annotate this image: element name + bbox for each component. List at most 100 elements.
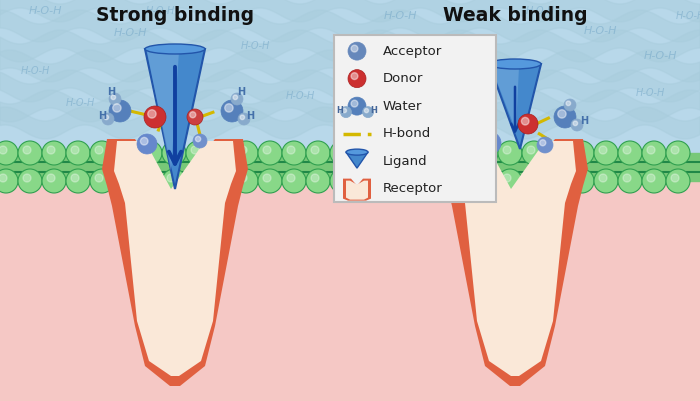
Circle shape: [144, 106, 166, 128]
Circle shape: [623, 146, 631, 154]
Circle shape: [95, 146, 103, 154]
Circle shape: [571, 119, 583, 131]
Circle shape: [186, 141, 210, 165]
Circle shape: [137, 134, 157, 154]
Circle shape: [111, 95, 116, 99]
Circle shape: [456, 105, 461, 109]
Polygon shape: [114, 141, 236, 376]
Circle shape: [306, 169, 330, 193]
Text: H-O-H: H-O-H: [335, 56, 365, 66]
Ellipse shape: [346, 149, 368, 155]
Circle shape: [0, 174, 7, 182]
Circle shape: [66, 141, 90, 165]
Circle shape: [402, 141, 426, 165]
Circle shape: [527, 146, 535, 154]
Circle shape: [240, 115, 244, 119]
Circle shape: [239, 146, 247, 154]
Circle shape: [263, 146, 271, 154]
Circle shape: [378, 141, 402, 165]
Bar: [0, 174, 700, 401]
Circle shape: [522, 141, 546, 165]
Circle shape: [263, 174, 271, 182]
Circle shape: [642, 169, 666, 193]
Circle shape: [426, 141, 450, 165]
Circle shape: [234, 169, 258, 193]
Circle shape: [594, 141, 618, 165]
Circle shape: [210, 141, 234, 165]
Circle shape: [233, 95, 237, 99]
Circle shape: [0, 169, 18, 193]
Circle shape: [109, 100, 131, 122]
Text: H: H: [237, 87, 245, 97]
Polygon shape: [147, 51, 179, 171]
Circle shape: [71, 146, 79, 154]
Circle shape: [225, 104, 233, 112]
Circle shape: [23, 146, 31, 154]
Text: H-O-H: H-O-H: [676, 11, 700, 21]
Circle shape: [221, 100, 243, 122]
Circle shape: [359, 174, 367, 182]
Text: H-O-H: H-O-H: [525, 6, 554, 16]
Text: Water: Water: [383, 99, 422, 113]
Circle shape: [215, 146, 223, 154]
Circle shape: [119, 174, 127, 182]
Circle shape: [258, 141, 282, 165]
Text: Ligand: Ligand: [383, 155, 428, 168]
Circle shape: [190, 112, 196, 118]
Circle shape: [148, 110, 156, 118]
Ellipse shape: [145, 44, 205, 54]
Polygon shape: [343, 178, 371, 200]
Text: H-bond: H-bond: [383, 127, 431, 140]
Circle shape: [18, 141, 42, 165]
Circle shape: [210, 169, 234, 193]
Circle shape: [95, 174, 103, 182]
Circle shape: [599, 174, 607, 182]
Circle shape: [193, 134, 207, 148]
Circle shape: [454, 103, 466, 115]
Circle shape: [258, 169, 282, 193]
Circle shape: [455, 174, 463, 182]
Circle shape: [104, 115, 108, 119]
Text: H-O-H: H-O-H: [65, 98, 94, 108]
Circle shape: [447, 123, 459, 135]
Circle shape: [330, 141, 354, 165]
Circle shape: [573, 121, 578, 126]
Circle shape: [503, 174, 511, 182]
Circle shape: [647, 174, 655, 182]
Text: H-O-H: H-O-H: [240, 41, 270, 51]
Circle shape: [455, 146, 463, 154]
Circle shape: [351, 45, 358, 52]
Circle shape: [234, 141, 258, 165]
Circle shape: [618, 141, 642, 165]
Circle shape: [474, 141, 498, 165]
Circle shape: [402, 169, 426, 193]
Text: H-O-H: H-O-H: [643, 51, 677, 61]
Circle shape: [231, 93, 243, 105]
Circle shape: [359, 146, 367, 154]
Circle shape: [537, 137, 553, 153]
Circle shape: [239, 174, 247, 182]
Circle shape: [449, 125, 454, 130]
Circle shape: [671, 146, 679, 154]
Circle shape: [623, 174, 631, 182]
Circle shape: [143, 146, 151, 154]
Circle shape: [138, 169, 162, 193]
Circle shape: [330, 169, 354, 193]
Text: H: H: [337, 105, 344, 115]
Circle shape: [498, 141, 522, 165]
Text: Receptor: Receptor: [383, 182, 442, 195]
Text: H: H: [442, 120, 450, 130]
Text: H-O-H: H-O-H: [636, 88, 665, 98]
Circle shape: [479, 146, 487, 154]
Circle shape: [551, 174, 559, 182]
Text: Acceptor: Acceptor: [383, 45, 442, 58]
Circle shape: [558, 110, 566, 118]
Circle shape: [351, 100, 358, 107]
Polygon shape: [102, 139, 248, 386]
Circle shape: [483, 136, 491, 144]
Circle shape: [109, 93, 121, 105]
Circle shape: [306, 141, 330, 165]
Circle shape: [0, 141, 18, 165]
Text: Strong binding: Strong binding: [96, 6, 254, 25]
Circle shape: [66, 169, 90, 193]
